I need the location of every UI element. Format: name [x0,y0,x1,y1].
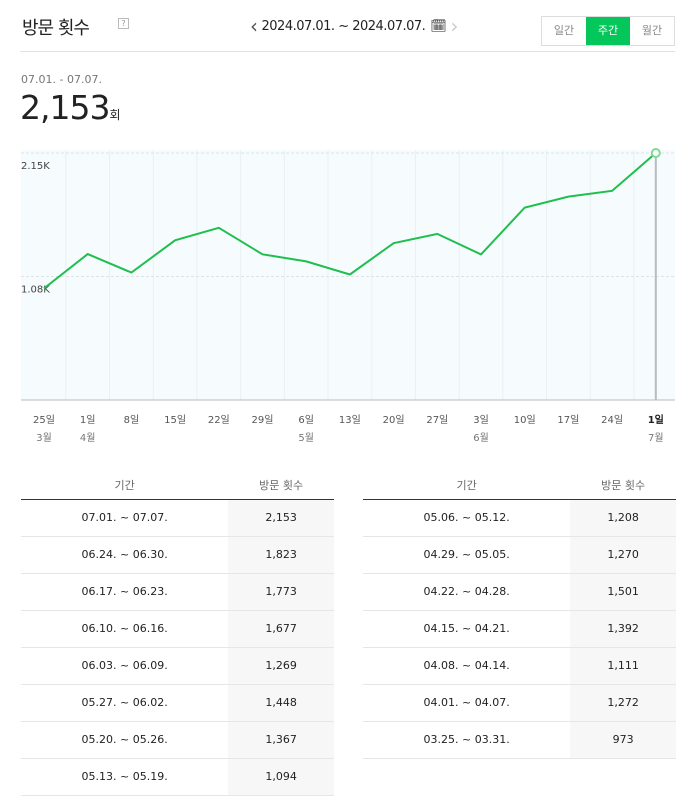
x-tick-label: 1일 [80,414,96,426]
visits-cell: 973 [570,721,676,759]
visits-cell: 1,677 [228,610,334,648]
x-tick-label: 27일 [426,414,448,426]
visits-cell: 1,773 [228,573,334,611]
table-row: 05.13. ~ 05.19. 1,094 [21,758,334,796]
tab-daily[interactable]: 일간 [553,24,575,37]
period-cell: 04.01. ~ 04.07. [363,684,571,722]
table-row: 06.24. ~ 06.30. 1,823 [21,536,334,574]
table-row: 04.01. ~ 04.07. 1,272 [363,684,676,722]
table-row: 06.03. ~ 06.09. 1,269 [21,647,334,685]
x-tick-label: 3일 [473,414,489,426]
header-period: 기간 [363,472,571,500]
visits-cell: 1,111 [570,647,676,685]
visits-cell: 1,367 [228,721,334,759]
visits-cell: 1,270 [570,536,676,574]
x-tick-label: 20일 [383,414,405,426]
visits-cell: 1,269 [228,647,334,685]
header-visits: 방문 횟수 [570,472,676,500]
tab-monthly[interactable]: 월간 [641,24,663,37]
x-tick-label: 6일 [298,414,314,426]
period-cell: 04.08. ~ 04.14. [363,647,571,685]
period-cell: 05.20. ~ 05.26. [21,721,229,759]
summary-total: 2,153회 [20,88,121,127]
table-row: 05.20. ~ 05.26. 1,367 [21,721,334,759]
y-tick-label: 2.15K [21,161,50,172]
visits-cell: 1,392 [570,610,676,648]
x-tick-label: 29일 [252,414,274,426]
x-month-label: 3월 [36,432,52,444]
visits-cell: 1,272 [570,684,676,722]
period-cell: 06.17. ~ 06.23. [21,573,229,611]
summary-range: 07.01. - 07.07. [21,73,102,86]
period-cell: 04.29. ~ 05.05. [363,536,571,574]
x-month-label: 4월 [80,432,96,444]
table-row: 04.15. ~ 04.21. 1,392 [363,610,676,648]
x-tick-label: 1일 [648,413,664,426]
period-cell: 03.25. ~ 03.31. [363,721,571,759]
table-row: 06.17. ~ 06.23. 1,773 [21,573,334,611]
visits-cell: 1,094 [228,758,334,796]
x-month-label: 7월 [648,432,664,444]
date-range: 2024.07.01. ~ 2024.07.07. [261,18,426,34]
period-tabs: 일간 주간 월간 [541,16,675,46]
tab-weekly[interactable]: 주간 [586,17,630,45]
period-cell: 06.10. ~ 06.16. [21,610,229,648]
page-title: 방문 횟수 [22,18,90,39]
table-row: 04.08. ~ 04.14. 1,111 [363,647,676,685]
help-icon[interactable]: ? [118,18,129,29]
chevron-left-icon[interactable]: ‹ [250,14,258,38]
period-cell: 04.15. ~ 04.21. [363,610,571,648]
header-period: 기간 [21,472,229,500]
total-value: 2,153 [20,88,110,127]
period-cell: 04.22. ~ 04.28. [363,573,571,611]
x-month-label: 5월 [298,432,314,444]
header-visits: 방문 횟수 [228,472,334,500]
plot-area [21,150,675,400]
series-line [43,152,657,290]
table-header: 기간 방문 횟수 [363,472,676,500]
period-cell: 05.06. ~ 05.12. [363,499,571,537]
visits-cell: 1,448 [228,684,334,722]
period-cell: 06.03. ~ 06.09. [21,647,229,685]
calendar-icon[interactable]: 🗓 [430,18,447,34]
visits-cell: 1,501 [570,573,676,611]
visits-cell: 1,823 [228,536,334,574]
date-navigator: ‹ 2024.07.01. ~ 2024.07.07. 🗓 › [246,14,462,38]
x-tick-label: 13일 [339,414,361,426]
table-row: 03.25. ~ 03.31. 973 [363,721,676,759]
chevron-right-icon[interactable]: › [450,14,458,38]
period-cell: 05.13. ~ 05.19. [21,758,229,796]
period-cell: 05.27. ~ 06.02. [21,684,229,722]
x-tick-label: 10일 [514,414,536,426]
table-header: 기간 방문 횟수 [21,472,334,500]
x-month-label: 6월 [473,432,489,444]
x-tick-label: 8일 [124,414,140,426]
total-unit: 회 [109,108,121,122]
visits-table-left: 기간 방문 횟수 07.01. ~ 07.07. 2,153 06.24. ~ 06.3… [21,472,334,796]
x-tick-label: 17일 [557,414,579,426]
table-row: 05.06. ~ 05.12. 1,208 [363,499,676,537]
period-cell: 07.01. ~ 07.07. [21,499,229,537]
x-tick-label: 24일 [601,414,623,426]
visits-cell: 2,153 [228,499,334,537]
x-tick-label: 25일 [33,414,55,426]
visits-cell: 1,208 [570,499,676,537]
table-row: 06.10. ~ 06.16. 1,677 [21,610,334,648]
table-row: 04.29. ~ 05.05. 1,270 [363,536,676,574]
x-tick-label: 15일 [164,414,186,426]
visits-line-chart: 2.15K 1.08K 25일 3월 1일 4월 8일 15일 22일 29일 6일 5월 13일 20일… [21,148,675,444]
data-point-highlight [650,148,661,158]
page-header: 방문 횟수 ? ‹ 2024.07.01. ~ 2024.07.07. 🗓 › … [20,0,675,52]
table-row: 04.22. ~ 04.28. 1,501 [363,573,676,611]
visits-table-right: 기간 방문 횟수 05.06. ~ 05.12. 1,208 04.29. ~ 05.0… [363,472,676,759]
y-tick-label: 1.08K [21,285,50,296]
table-row: 07.01. ~ 07.07. 2,153 [21,499,334,537]
x-tick-label: 22일 [208,414,230,426]
table-row: 05.27. ~ 06.02. 1,448 [21,684,334,722]
period-cell: 06.24. ~ 06.30. [21,536,229,574]
